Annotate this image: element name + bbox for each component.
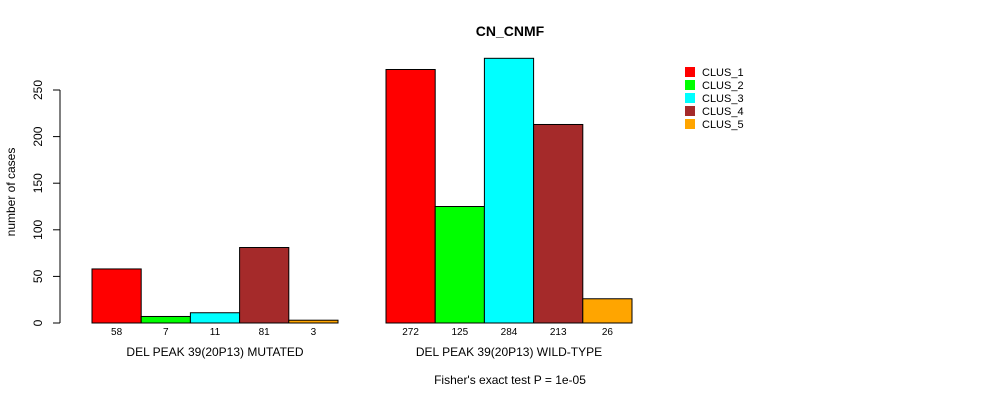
bar-clus_5 <box>582 298 633 324</box>
bar-value-label: 125 <box>451 327 468 338</box>
bar-value-label: 81 <box>259 327 271 338</box>
x-axis-label: Fisher's exact test P = 1e-05 <box>434 373 586 387</box>
bar-value-label: 11 <box>210 327 221 338</box>
bar-clus_2 <box>140 315 191 324</box>
bar-clus_2 <box>434 206 485 324</box>
bar-value-label: 213 <box>550 327 567 338</box>
bar-value-label: 26 <box>602 327 614 338</box>
legend-swatch <box>685 67 695 77</box>
legend-swatch <box>685 80 695 90</box>
y-axis-label: number of cases <box>4 148 18 237</box>
bar-value-label: 58 <box>111 327 123 338</box>
legend-label: CLUS_3 <box>702 93 744 105</box>
bar-clus_3 <box>189 312 241 324</box>
bar-clus_1 <box>385 68 436 324</box>
bar-value-label: 272 <box>402 327 419 338</box>
legend-swatch <box>685 106 695 116</box>
y-tick-label: 150 <box>31 173 45 193</box>
legend-label: CLUS_2 <box>702 80 744 92</box>
y-tick-label: 100 <box>31 219 45 239</box>
y-axis: 0 50 100 150 200 250 <box>31 80 61 326</box>
chart-title: CN_CNMF <box>476 23 545 39</box>
y-tick-label: 250 <box>31 80 45 100</box>
bar-clus_5 <box>288 319 339 324</box>
legend-label: CLUS_4 <box>702 106 744 118</box>
legend-swatch <box>685 119 695 129</box>
group-label: DEL PEAK 39(20P13) WILD-TYPE <box>416 345 602 359</box>
bar-value-label: 7 <box>163 327 169 338</box>
y-tick-label: 200 <box>31 126 45 146</box>
legend-label: CLUS_1 <box>702 67 744 79</box>
bar-clus_1 <box>91 268 142 324</box>
y-tick-label: 50 <box>31 269 45 283</box>
group-label: DEL PEAK 39(20P13) MUTATED <box>126 345 304 359</box>
legend-swatch <box>685 93 695 103</box>
bar-clus_4 <box>533 123 584 324</box>
legend-label: CLUS_5 <box>702 119 744 131</box>
bars: 58 7 11 81 3 DEL PEAK 39(20P13) MUTATED 272 125… <box>91 57 633 359</box>
y-tick-label: 0 <box>31 319 45 326</box>
bar-value-label: 3 <box>311 327 317 338</box>
bar-clus_4 <box>239 247 290 324</box>
bar-clus_3 <box>483 57 535 324</box>
bar-value-label: 284 <box>501 327 518 338</box>
